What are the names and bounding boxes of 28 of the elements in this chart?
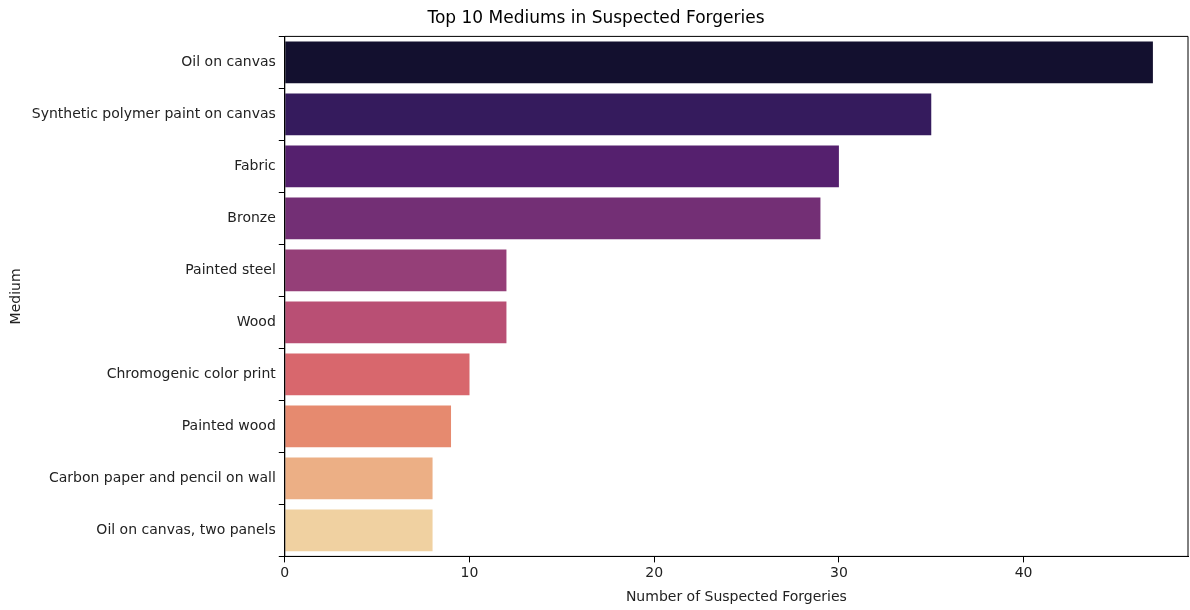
bar bbox=[285, 41, 1153, 84]
y-tick-label: Wood bbox=[236, 313, 276, 330]
y-tick-label: Oil on canvas bbox=[181, 53, 276, 70]
x-axis-title: Number of Suspected Forgeries bbox=[625, 588, 847, 605]
bar bbox=[285, 509, 433, 552]
y-tick-label: Painted steel bbox=[185, 261, 276, 278]
x-tick-label: 40 bbox=[1014, 564, 1033, 581]
x-tick-label: 0 bbox=[280, 564, 290, 581]
x-tick-label: 30 bbox=[829, 564, 848, 581]
y-tick-label: Synthetic polymer paint on canvas bbox=[31, 105, 276, 122]
y-tick-label: Oil on canvas, two panels bbox=[96, 521, 276, 538]
x-tick-label: 10 bbox=[460, 564, 479, 581]
x-tick-label: 20 bbox=[645, 564, 664, 581]
chart-title: Top 10 Mediums in Suspected Forgeries bbox=[426, 6, 765, 27]
bar bbox=[285, 249, 507, 292]
bar bbox=[285, 405, 452, 448]
bar bbox=[285, 457, 433, 500]
y-tick-label: Carbon paper and pencil on wall bbox=[48, 469, 276, 486]
y-tick-label: Bronze bbox=[227, 209, 276, 226]
bar bbox=[285, 93, 932, 136]
y-tick-label: Chromogenic color print bbox=[106, 365, 277, 382]
y-tick-label: Painted wood bbox=[181, 417, 276, 434]
y-axis-title: Medium bbox=[7, 268, 24, 325]
bar bbox=[285, 353, 470, 396]
y-tick-label: Fabric bbox=[234, 157, 276, 174]
bar bbox=[285, 145, 839, 188]
bar bbox=[285, 197, 821, 240]
bar bbox=[285, 301, 507, 344]
